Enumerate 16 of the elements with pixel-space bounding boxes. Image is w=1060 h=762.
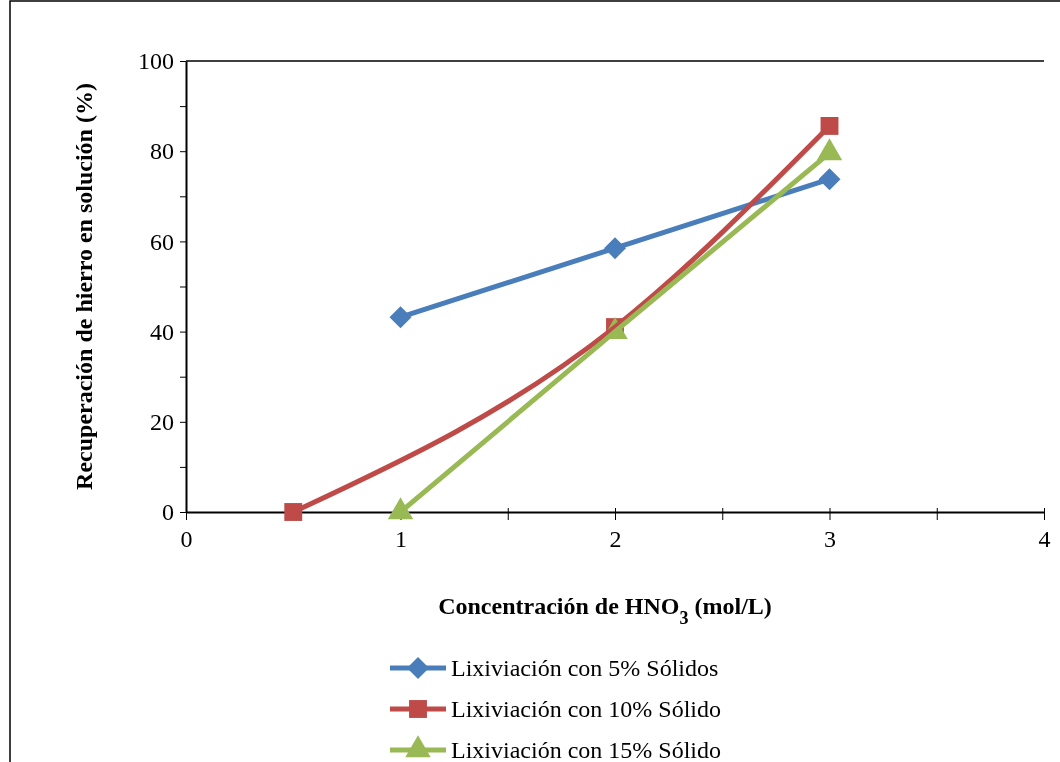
legend-label: Lixiviación con 15% Sólido bbox=[451, 737, 721, 762]
legend-label: Lixiviación con 5% Sólidos bbox=[451, 655, 719, 681]
x-axis-title: Concentración de HNO$_{3}$ (mol/L) bbox=[438, 593, 772, 628]
y-axis-title: Recuperación de hierro en solución (%) bbox=[71, 83, 97, 490]
y-tick-label: 100 bbox=[138, 48, 174, 75]
y-tick-label: 60 bbox=[150, 228, 174, 255]
x-tick-label: 2 bbox=[609, 526, 622, 552]
x-tick-label: 4 bbox=[1038, 526, 1051, 552]
y-tick-label: 0 bbox=[162, 499, 174, 526]
x-tick-label: 0 bbox=[180, 526, 193, 552]
x-tick-label: 1 bbox=[395, 526, 407, 552]
legend-label: Lixiviación con 10% Sólido bbox=[451, 696, 721, 722]
y-tick-label: 20 bbox=[150, 408, 174, 435]
y-tick-label: 40 bbox=[150, 318, 174, 345]
x-tick-label: 3 bbox=[824, 526, 836, 552]
y-tick-label: 80 bbox=[150, 138, 174, 165]
